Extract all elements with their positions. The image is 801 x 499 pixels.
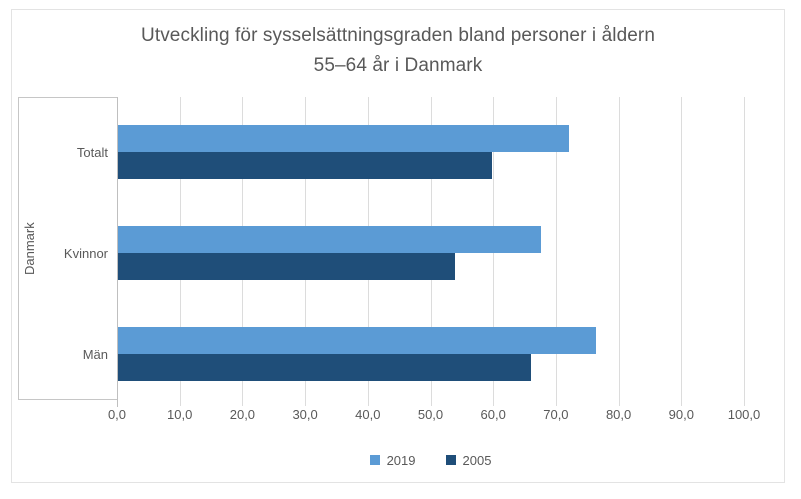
x-tick-label: 70,0 bbox=[543, 407, 569, 422]
x-tick-label: 80,0 bbox=[605, 407, 632, 422]
x-tick-label: 100,0 bbox=[727, 407, 761, 422]
category-label-kvinnor: Kvinnor bbox=[63, 245, 108, 261]
x-tick-label: 30,0 bbox=[292, 407, 318, 422]
x-axis-tick-labels: 0,0 10,0 20,0 30,0 40,0 50,0 60,0 70,0 80,0 90,0 1… bbox=[12, 406, 784, 424]
category-label-totalt: Totalt bbox=[76, 144, 108, 160]
x-tick-label: 50,0 bbox=[417, 407, 444, 422]
bar-2005-totalt[interactable] bbox=[118, 151, 493, 179]
legend-swatch-icon-2019 bbox=[369, 455, 380, 465]
chart-title-line-2: 55–64 år i Danmark bbox=[313, 55, 483, 76]
legend-item-2005[interactable]: 2005 bbox=[445, 452, 492, 468]
legend-label-2005: 2005 bbox=[462, 452, 492, 468]
legend: 2019 2005 bbox=[117, 451, 744, 469]
chart-title-line-1: Utveckling för sysselsättningsgraden bla… bbox=[141, 25, 655, 46]
gridline bbox=[681, 97, 683, 406]
bar-2005-kvinnor[interactable] bbox=[118, 252, 456, 280]
x-tick-label: 20,0 bbox=[229, 407, 256, 422]
legend-item-2019[interactable]: 2019 bbox=[369, 452, 416, 468]
gridline bbox=[618, 97, 620, 406]
x-tick-label: 60,0 bbox=[480, 407, 506, 422]
bar-2019-totalt[interactable] bbox=[118, 124, 569, 152]
gridline bbox=[555, 97, 557, 406]
bar-2019-kvinnor[interactable] bbox=[118, 225, 542, 253]
chart-border-box: Utveckling för sysselsättningsgraden bla… bbox=[11, 9, 785, 483]
gridline bbox=[744, 97, 745, 406]
category-label-m-n: Män bbox=[82, 346, 108, 362]
category-axis-line bbox=[117, 97, 118, 407]
x-tick-label: 40,0 bbox=[355, 407, 381, 422]
plot-area bbox=[117, 97, 745, 407]
legend-swatch-icon-2005 bbox=[445, 455, 456, 465]
category-axis: Danmark Totalt Kvinnor Män bbox=[18, 97, 117, 400]
legend-label-2019: 2019 bbox=[386, 452, 416, 468]
x-tick-label: 90,0 bbox=[668, 407, 694, 422]
x-tick-label: 0,0 bbox=[107, 407, 127, 422]
bar-2005-m-n[interactable] bbox=[118, 353, 531, 381]
bar-2019-m-n[interactable] bbox=[118, 326, 597, 354]
x-tick-label: 10,0 bbox=[167, 407, 193, 422]
chart-title: Utveckling för sysselsättningsgraden bla… bbox=[12, 21, 784, 81]
